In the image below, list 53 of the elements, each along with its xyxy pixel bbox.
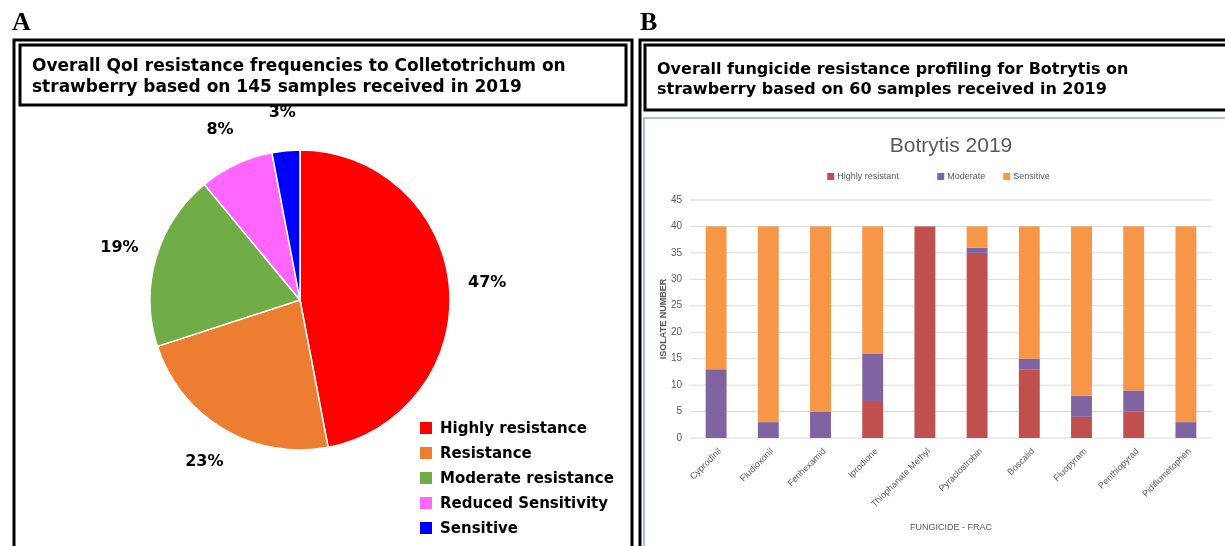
legend-label: Reduced Sensitivity bbox=[440, 493, 609, 512]
bar bbox=[757, 226, 779, 423]
y-tick-label: 25 bbox=[670, 299, 683, 311]
bar bbox=[1018, 369, 1040, 438]
bar bbox=[966, 247, 988, 253]
chart-title: Overall QoI resistance frequencies to Colletotrichum on strawberry based on 145 samples received in 2019 bbox=[32, 54, 566, 96]
bar bbox=[757, 422, 779, 438]
legend-label: Resistance bbox=[440, 443, 532, 462]
legend-label: Highly resistance bbox=[440, 418, 587, 437]
y-tick-label: 40 bbox=[670, 220, 683, 232]
bar bbox=[1018, 358, 1040, 370]
y-tick-label: 5 bbox=[676, 405, 683, 417]
bar bbox=[862, 226, 884, 354]
bar bbox=[1071, 395, 1092, 417]
bar bbox=[1071, 416, 1092, 438]
y-tick-label: 0 bbox=[676, 431, 683, 443]
bar bbox=[914, 226, 936, 438]
bar bbox=[705, 369, 727, 438]
bar bbox=[1123, 390, 1145, 412]
bar bbox=[966, 226, 988, 248]
bar bbox=[966, 252, 988, 438]
legend-label: Moderate resistance bbox=[440, 468, 614, 487]
legend-label: Highly resistant bbox=[837, 171, 900, 182]
bar bbox=[1123, 226, 1145, 391]
y-tick-label: 15 bbox=[670, 352, 683, 364]
data-label: 19% bbox=[100, 237, 139, 257]
data-label: 23% bbox=[185, 451, 224, 471]
legend-label: Moderate bbox=[947, 171, 986, 182]
x-axis-title: FUNGICIDE - FRAC bbox=[910, 522, 993, 532]
bar bbox=[862, 353, 884, 401]
chart-title: Overall fungicide resistance profiling for Botrytis on strawberry based on 60 samples received in 2019 bbox=[657, 58, 1129, 98]
bar bbox=[862, 400, 884, 438]
legend-label: Sensitive bbox=[440, 518, 518, 537]
y-tick-label: 20 bbox=[670, 325, 683, 337]
bar bbox=[1175, 422, 1197, 438]
text: B bbox=[640, 7, 658, 36]
data-label: 47% bbox=[468, 271, 507, 291]
y-tick-label: 35 bbox=[670, 246, 683, 258]
bar bbox=[810, 411, 831, 438]
text: A bbox=[12, 7, 31, 36]
y-axis-title: ISOLATE NUMBER bbox=[658, 278, 668, 360]
legend-label: Sensitive bbox=[1013, 171, 1050, 182]
y-tick-label: 30 bbox=[670, 272, 683, 284]
y-tick-label: 45 bbox=[670, 193, 683, 205]
chart-subtitle: Botrytis 2019 bbox=[889, 133, 1013, 156]
data-label: 8% bbox=[206, 119, 234, 139]
bar bbox=[810, 226, 831, 412]
bar bbox=[1018, 226, 1040, 359]
bar bbox=[1071, 226, 1092, 396]
y-tick-label: 10 bbox=[670, 378, 683, 390]
bar bbox=[1175, 226, 1197, 423]
bar bbox=[1123, 411, 1145, 438]
bar bbox=[705, 226, 727, 370]
